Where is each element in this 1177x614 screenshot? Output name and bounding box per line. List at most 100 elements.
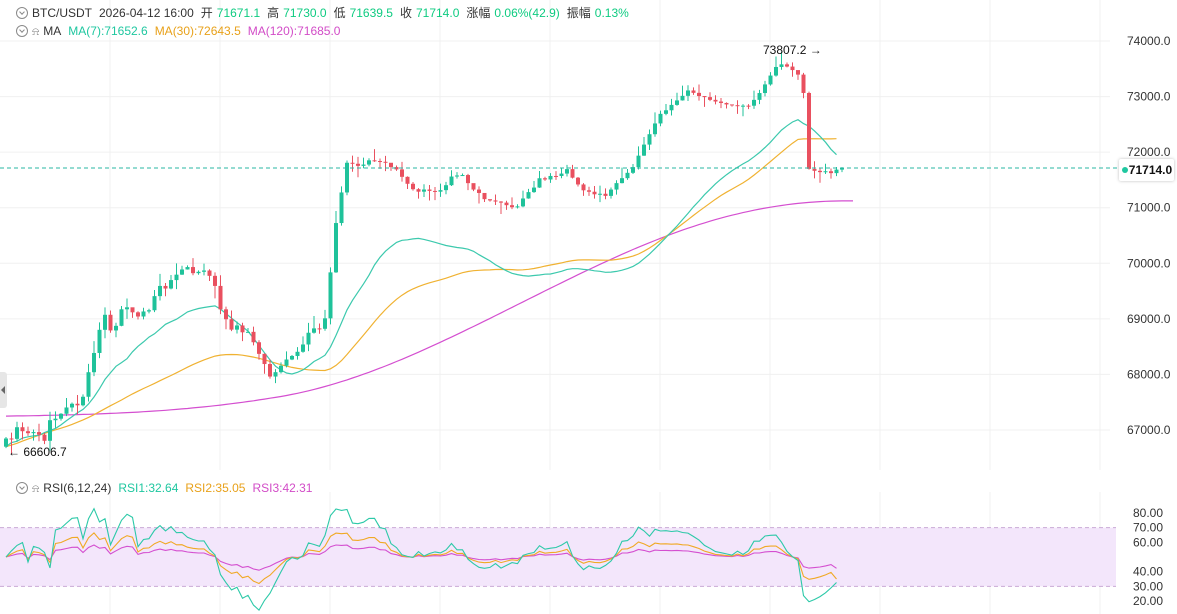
candle-down (372, 160, 377, 162)
candle-down (229, 319, 234, 330)
candle-down (251, 331, 256, 343)
candle-up (779, 64, 784, 67)
candle-down (383, 161, 388, 163)
candle-up (31, 432, 36, 434)
low-annotation: ← 66606.7 (8, 445, 67, 459)
candle-down (829, 171, 833, 174)
candle-up (598, 193, 602, 195)
price-axis-tick: 69000.0 (1127, 312, 1171, 326)
candle-down (493, 200, 498, 202)
candle-down (394, 167, 399, 170)
candle-up (81, 396, 85, 406)
candle-up (273, 372, 278, 377)
candle-down (818, 170, 822, 173)
candle-up (521, 198, 525, 207)
candle-up (174, 274, 179, 281)
price-axis-tick: 74000.0 (1127, 34, 1171, 48)
candle-up (444, 185, 448, 191)
high-value: 71730.0 (283, 6, 327, 20)
candle-up (834, 169, 839, 174)
candle-up (119, 309, 124, 326)
open-value: 71671.1 (216, 6, 261, 20)
candle-up (103, 314, 107, 330)
candle-down (240, 325, 245, 333)
rsi-axis-tick: 80.00 (1133, 506, 1163, 520)
bell-icon[interactable]: ⍾ (32, 26, 40, 38)
candle-up (515, 206, 520, 208)
bell-icon[interactable]: ⍾ (32, 483, 40, 495)
candle-down (790, 66, 795, 71)
candle-up (114, 325, 118, 331)
candle-down (108, 314, 113, 331)
ma-label[interactable]: MA (43, 24, 62, 38)
candle-up (768, 75, 773, 85)
candle-up (686, 90, 690, 96)
rsi-label[interactable]: RSI(6,12,24) (43, 481, 112, 495)
candle-up (339, 192, 344, 224)
rsi1-legend: RSI1:32.64 (118, 481, 179, 495)
candle-up (642, 144, 646, 156)
candle-up (625, 172, 630, 179)
price-axis-tick: 70000.0 (1127, 256, 1171, 270)
candle-down (416, 189, 421, 192)
candle-down (796, 70, 800, 75)
candle-down (471, 183, 476, 190)
candle-up (125, 307, 129, 310)
candle-up (328, 272, 333, 319)
candle-up (763, 84, 767, 94)
rsi1-line (5, 507, 837, 611)
candle-down (713, 99, 718, 102)
candle-down (735, 105, 740, 107)
candle-down (477, 189, 481, 193)
candle-up (141, 311, 146, 317)
candle-down (262, 353, 267, 365)
candle-down (9, 438, 14, 440)
scroll-left-handle[interactable] (0, 372, 7, 408)
collapse-chevron-icon[interactable] (16, 482, 28, 494)
candle-up (59, 413, 63, 419)
candle-up (620, 178, 624, 184)
candle-down (389, 162, 393, 168)
candle-up (97, 329, 102, 353)
candle-up (422, 189, 426, 192)
candle-down (801, 74, 806, 93)
candle-down (554, 175, 558, 177)
candle-down (730, 104, 734, 106)
candle-down (37, 432, 41, 435)
rsi-axis-tick: 70.00 (1133, 521, 1163, 535)
ma120-line (5, 200, 853, 417)
candle-up (306, 332, 311, 345)
candle-down (570, 169, 575, 178)
rsi-axis-tick: 60.00 (1133, 535, 1163, 549)
price-axis-tick: 72000.0 (1127, 145, 1171, 159)
candle-down (378, 161, 382, 163)
candle-up (246, 331, 250, 333)
candle-down (433, 190, 437, 192)
candle-down (499, 201, 503, 203)
candle-up (53, 418, 58, 421)
ma120-legend: MA(120):71685.0 (247, 24, 341, 38)
candle-up (295, 351, 300, 356)
collapse-chevron-icon[interactable] (16, 25, 28, 37)
candle-down (405, 176, 410, 184)
candle-down (400, 169, 404, 177)
candle-up (15, 427, 19, 439)
candle-up (636, 155, 641, 168)
price-axis-tick: 67000.0 (1127, 423, 1171, 437)
candle-down (75, 403, 80, 406)
candle-up (185, 267, 190, 270)
candle-up (548, 175, 553, 180)
candle-down (592, 191, 597, 195)
candle-up (361, 164, 366, 166)
candle-up (86, 372, 91, 397)
price-axis-tick: 71000.0 (1127, 201, 1171, 215)
candle-up (312, 328, 316, 333)
candle-down (719, 101, 723, 103)
close-label: 收 (399, 6, 412, 20)
datetime-label: 2026-04-12 16:00 (99, 6, 194, 20)
collapse-chevron-icon[interactable] (16, 7, 28, 19)
candle-down (136, 312, 140, 317)
current-price-tag: 71714.0 (1119, 159, 1174, 181)
candle-up (614, 183, 619, 190)
